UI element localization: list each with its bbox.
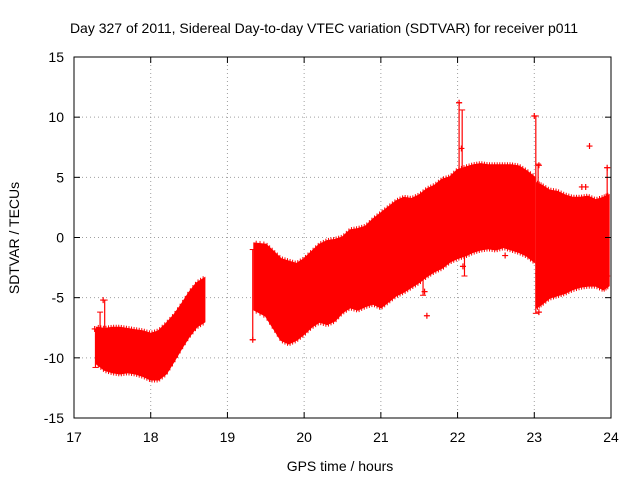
y-tick-label: 0	[56, 230, 64, 246]
y-tick-label: 5	[56, 169, 64, 185]
outlier-point	[249, 336, 256, 343]
outlier-point	[535, 309, 542, 316]
outlier-point	[531, 112, 538, 119]
y-tick-label: -15	[44, 410, 64, 426]
outlier-point	[459, 263, 466, 270]
y-tick-label: 15	[48, 49, 64, 65]
y-axis-label: SDTVAR / TECUs	[6, 182, 22, 294]
x-axis-label: GPS time / hours	[287, 458, 394, 474]
outlier-point	[456, 99, 463, 106]
x-tick-label: 22	[450, 429, 466, 445]
x-tick-label: 18	[143, 429, 159, 445]
outlier-point	[502, 252, 509, 259]
outlier-point	[535, 162, 542, 169]
outlier-point	[421, 288, 428, 295]
y-tick-label: -10	[44, 350, 64, 366]
x-tick-label: 20	[296, 429, 312, 445]
y-tick-label: 10	[48, 109, 64, 125]
x-tick-label: 21	[373, 429, 389, 445]
outlier-point	[604, 164, 611, 171]
x-tick-label: 17	[66, 429, 82, 445]
axes: 17 18 19 20 21 22 23 24 -15 -10 -5 0 5 10 15	[44, 49, 619, 445]
x-tick-label: 19	[220, 429, 236, 445]
outlier-point	[423, 312, 430, 319]
x-tick-label: 23	[526, 429, 542, 445]
x-tick-label: 24	[603, 429, 619, 445]
y-tick-label: -5	[52, 290, 65, 306]
outlier-point	[100, 297, 107, 304]
data-series	[91, 99, 611, 383]
outlier-point	[582, 183, 589, 190]
chart-title: Day 327 of 2011, Sidereal Day-to-day VTE…	[70, 20, 578, 36]
outlier-point	[458, 145, 465, 152]
outlier-point	[91, 325, 98, 332]
outlier-point	[586, 143, 593, 150]
